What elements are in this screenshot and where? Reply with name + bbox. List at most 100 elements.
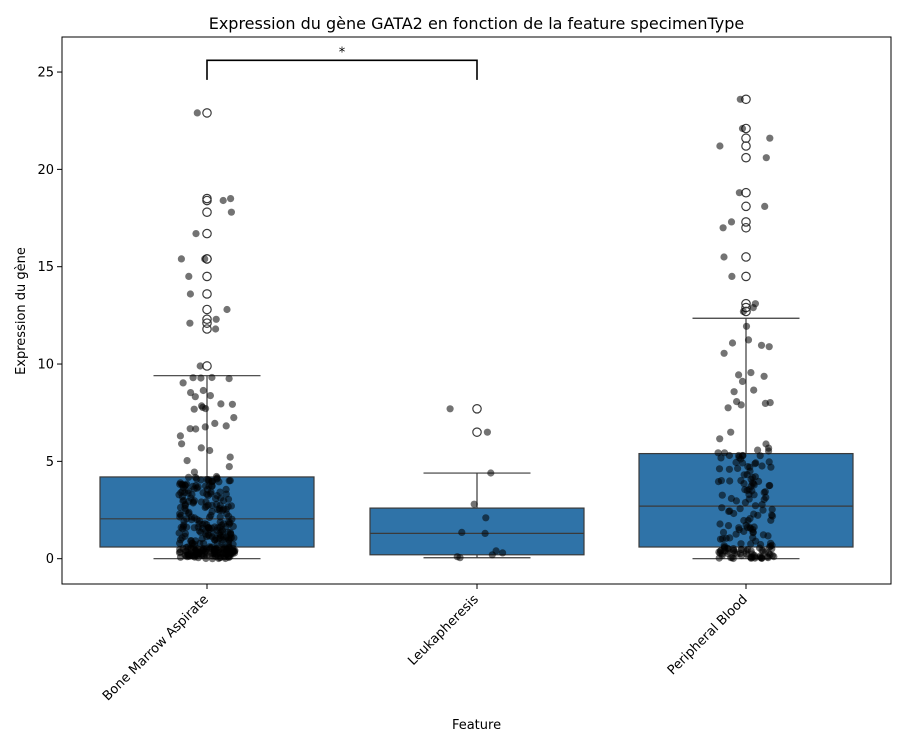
data-point [199,386,207,395]
data-point [176,539,184,547]
data-point [734,464,742,472]
x-tick-label: Peripheral Blood [665,592,751,678]
data-point [224,528,232,536]
data-point [185,473,193,481]
outlier-marker [202,361,212,371]
data-point [716,535,725,543]
data-point [747,475,755,483]
data-point [749,528,757,536]
data-point [225,463,233,471]
data-point [481,529,489,538]
data-point [205,477,213,485]
data-point [222,422,230,430]
outlier-marker [202,195,212,206]
data-point [744,336,753,344]
data-point [766,481,774,490]
data-point [767,463,775,471]
data-point [228,549,237,558]
y-axis-label: Expression du gène [14,247,29,375]
data-point [752,459,760,467]
data-point [752,537,760,545]
data-point [446,405,454,413]
data-point [223,305,231,314]
data-point [483,428,491,436]
data-point [226,453,234,461]
outlier-marker [741,217,751,227]
data-point [203,490,211,498]
plot-frame [61,36,892,585]
outlier-marker [741,141,751,151]
data-point [724,522,733,530]
outlier-marker [741,298,751,309]
data-point [745,485,753,493]
data-point [747,369,755,377]
data-point [761,202,769,210]
data-point [197,551,205,559]
data-point [176,432,184,440]
data-point [227,195,235,203]
data-point [727,428,735,436]
data-point [179,379,187,387]
data-point [756,452,764,460]
outlier-marker [472,427,482,437]
data-point [225,375,233,383]
data-point [720,449,729,457]
data-point [732,497,741,505]
data-point [186,290,194,298]
data-point [718,491,726,499]
outlier-marker [202,193,212,204]
data-point [224,495,233,503]
data-point [762,440,770,448]
data-point [740,480,748,488]
data-point [765,343,773,351]
data-point [738,124,747,133]
data-point [728,272,736,280]
chart-title: Expression du gène GATA2 en fonction de … [209,14,745,33]
data-point [724,404,732,412]
data-point [765,447,773,455]
data-point [766,134,774,142]
data-point [727,218,736,226]
data-point [725,507,733,515]
data-point [203,533,211,541]
y-tick-label: 25 [37,66,54,81]
data-point [714,449,722,457]
outlier-marker [202,271,212,282]
y-tick-label: 5 [46,455,54,470]
data-point [736,95,744,103]
data-point [757,341,766,349]
data-point [197,444,205,452]
data-point [716,435,724,443]
outlier-marker [202,289,212,299]
data-point [177,255,185,263]
outlier-marker [741,187,751,198]
data-point [206,446,214,455]
data-point [762,154,770,162]
data-point [219,196,227,205]
outlier-marker [202,228,212,239]
data-point [193,109,201,117]
outlier-marker [472,404,482,414]
points-layer [175,95,778,563]
data-point [758,554,766,562]
y-tick-label: 15 [37,260,54,275]
data-point [737,545,745,554]
data-point [741,499,750,507]
data-point [743,523,752,532]
data-point [181,530,189,538]
data-point [182,551,190,560]
data-point [216,513,224,521]
outlier-marker [741,133,751,144]
data-point [739,307,748,316]
data-point [208,373,216,382]
data-point [176,510,184,518]
data-point [730,388,738,396]
data-point [750,510,758,518]
outlier-marker [741,252,751,262]
data-point [751,502,760,510]
data-point [192,481,200,490]
data-point [225,477,233,485]
data-point [192,425,200,433]
x-axis-label: Feature [452,718,501,733]
data-point [189,374,197,382]
